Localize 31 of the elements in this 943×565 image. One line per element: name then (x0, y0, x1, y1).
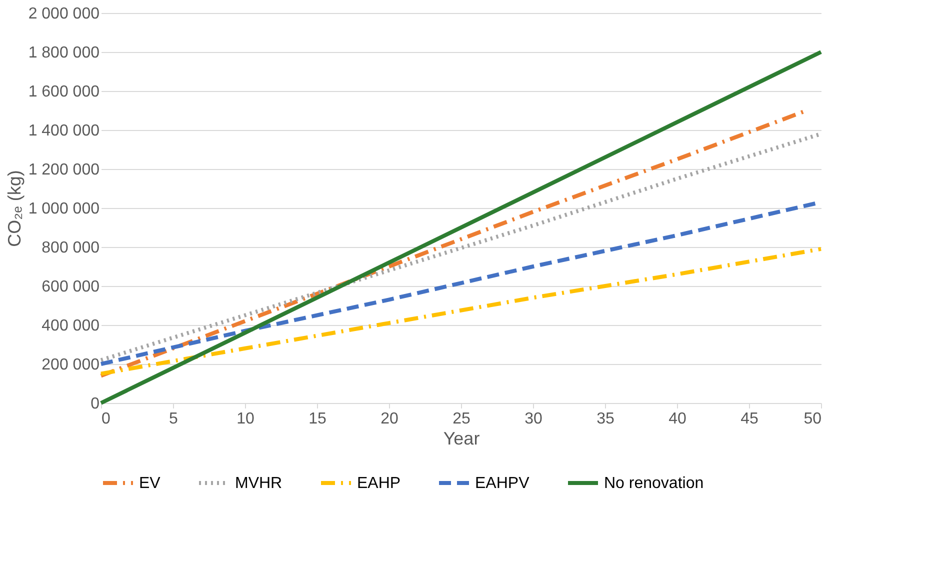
legend-label: EAHPV (475, 475, 530, 492)
x-tick-label: 10 (236, 410, 254, 428)
x-tick-label: 50 (804, 410, 822, 428)
y-tick-label: 0 (90, 396, 100, 412)
y-tick-label: 200 000 (42, 356, 100, 374)
y-tick-label: 400 000 (42, 318, 100, 334)
x-tick-label: 0 (102, 410, 110, 428)
x-tick-label: 30 (524, 410, 542, 428)
legend-label: No renovation (604, 475, 704, 492)
y-tick-label: 1 000 000 (28, 200, 100, 218)
x-tick-label: 45 (740, 410, 758, 428)
y-tick-label: 1 400 000 (28, 122, 100, 140)
x-tick-label: 40 (668, 410, 686, 428)
x-axis-title: Year (443, 428, 480, 448)
x-tick-label: 15 (308, 410, 326, 428)
x-tick-label: 25 (452, 410, 470, 428)
y-tick-label: 600 000 (42, 278, 100, 296)
y-tick-label: 800 000 (42, 240, 100, 256)
x-tick-label: 20 (380, 410, 398, 428)
line-series (99, 50, 823, 405)
x-tick-label: 35 (596, 410, 614, 428)
y-tick-label: 1 600 000 (28, 84, 100, 100)
x-tick-label: 5 (169, 410, 178, 428)
y-tick-label: 1 800 000 (28, 44, 100, 62)
legend-label: EAHP (357, 475, 401, 492)
y-tick-label: 1 200 000 (28, 162, 100, 178)
legend-label: MVHR (235, 475, 282, 492)
legend-label: EV (139, 475, 161, 492)
y-tick-label: 2 000 000 (28, 6, 100, 22)
y-axis-title: CO₂ₑ (kg) (4, 170, 24, 247)
line-series (99, 246, 823, 376)
